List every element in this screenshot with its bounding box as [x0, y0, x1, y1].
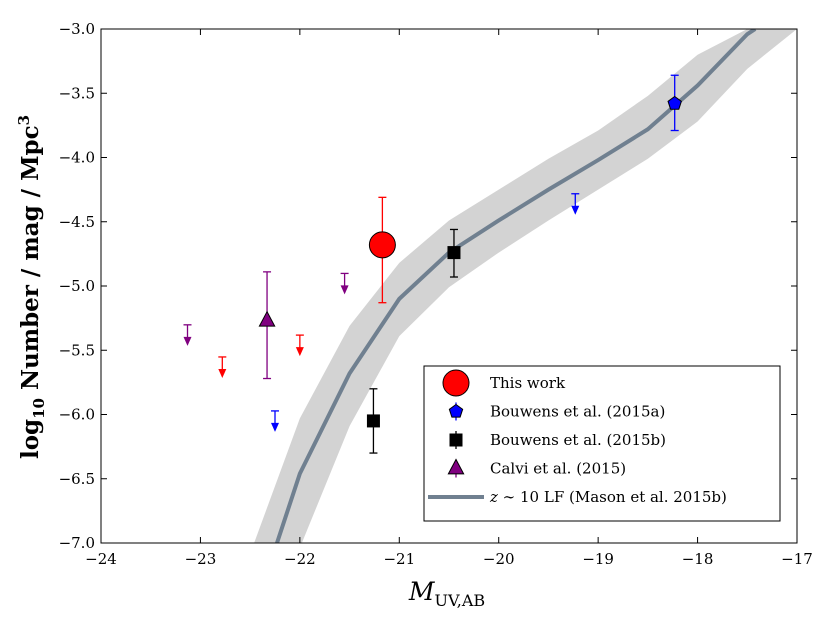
y-axis-title: log10 Number / mag / Mpc3	[15, 115, 48, 459]
triangle-marker	[447, 458, 465, 475]
pentagon-marker	[667, 95, 682, 110]
lf-uncertainty-band	[254, 29, 797, 543]
legend-label: Bouwens et al. (2015b)	[490, 431, 666, 449]
series-4	[183, 271, 349, 380]
data-point	[258, 271, 276, 380]
y-tick-label: −5.0	[59, 277, 95, 295]
plot-area	[183, 29, 797, 543]
lf-layer	[254, 29, 797, 543]
series-2	[271, 74, 682, 432]
x-axis-title-main: M	[408, 577, 436, 606]
legend-label: This work	[490, 374, 566, 392]
x-tick-label: −17	[781, 550, 813, 568]
data-point	[366, 388, 380, 454]
upper-limit	[183, 324, 192, 346]
square-marker	[366, 414, 380, 428]
legend-label: Calvi et al. (2015)	[490, 460, 626, 478]
series-1	[218, 196, 396, 378]
x-tick-label: −20	[483, 550, 515, 568]
triangle-marker	[258, 310, 276, 327]
x-tick-label: −22	[284, 550, 316, 568]
y-tick-label: −7.0	[59, 534, 95, 552]
x-axis-title: MUV,AB	[408, 577, 485, 610]
data-point	[447, 228, 461, 278]
y-tick-label: −4.5	[59, 213, 95, 231]
series-3	[366, 228, 461, 454]
y-tick-label: −6.0	[59, 406, 95, 424]
upper-limit-arrow	[183, 336, 192, 346]
square-marker	[449, 433, 463, 447]
y-tick-label: −4.0	[59, 149, 95, 167]
upper-limit	[571, 193, 580, 215]
legend-label: z ∼ 10 LF (Mason et al. 2015b)	[489, 488, 727, 506]
x-tick-label: −18	[682, 550, 714, 568]
x-tick-label: −21	[383, 550, 415, 568]
legend-label-prefix: z	[489, 488, 498, 506]
upper-limit	[340, 272, 349, 295]
y-tick-label: −6.5	[59, 470, 95, 488]
y-axis-title-sup: 3	[15, 115, 33, 125]
circle-marker	[368, 231, 396, 259]
upper-limit-arrow	[218, 368, 227, 378]
lf-curve	[275, 29, 757, 543]
legend-label-rest: ∼ 10 LF (Mason et al. 2015b)	[498, 488, 727, 506]
legend-item-3: Bouwens et al. (2015b)	[449, 431, 666, 449]
upper-limit	[295, 334, 304, 357]
upper-limit	[218, 356, 227, 378]
y-axis-title-rest: Number / mag / Mpc	[17, 125, 44, 398]
pentagon-marker	[448, 403, 464, 418]
x-tick-label: −23	[185, 550, 217, 568]
axis-ticks: −24 −23 −22 −21 −20 −19 −18 −17 −7.0 −6.5 −6.0 −5.5…	[59, 20, 813, 568]
circle-marker	[442, 369, 470, 397]
legend: This work Bouwens et al. (2015a) Bouwens e…	[423, 365, 781, 522]
legend-item-1: This work	[442, 369, 566, 397]
x-tick-label: −24	[85, 550, 117, 568]
x-axis-title-sub: UV,AB	[434, 591, 485, 610]
legend-item-2: Bouwens et al. (2015a)	[448, 402, 665, 421]
legend-item-4: Calvi et al. (2015)	[447, 458, 626, 478]
y-axis-title-sub: 10	[30, 398, 48, 419]
upper-limit-arrow	[571, 205, 580, 215]
legend-label: Bouwens et al. (2015a)	[490, 403, 665, 421]
square-marker	[447, 246, 461, 260]
y-axis-title-main: log	[17, 419, 44, 459]
y-tick-label: −5.5	[59, 341, 95, 359]
legend-item-5: z ∼ 10 LF (Mason et al. 2015b)	[428, 488, 727, 506]
y-tick-label: −3.0	[59, 20, 95, 38]
data-point	[667, 74, 682, 132]
y-tick-label: −3.5	[59, 84, 95, 102]
upper-limit	[271, 410, 279, 432]
upper-limit-arrow	[340, 285, 349, 295]
upper-limit-arrow	[295, 347, 304, 357]
data-point	[368, 196, 396, 304]
x-tick-label: −19	[582, 550, 614, 568]
upper-limit-arrow	[271, 422, 279, 432]
